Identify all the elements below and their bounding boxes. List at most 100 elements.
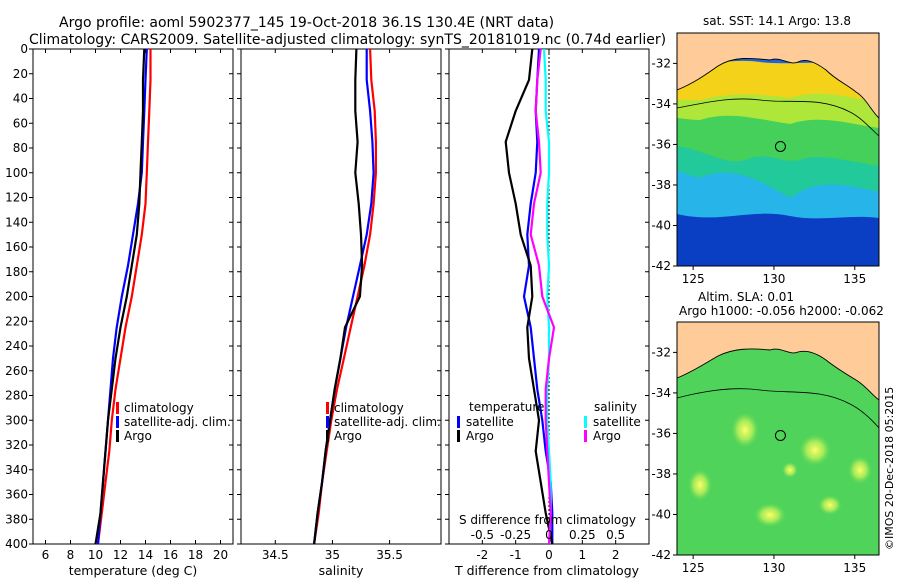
legend-s-argo-swatch — [584, 430, 587, 442]
sla-map-image — [677, 322, 879, 555]
legend-t-argo-label: Argo — [466, 429, 494, 443]
x-tick-label: 6 — [42, 548, 50, 562]
map-x-tick-label: 135 — [843, 561, 866, 575]
salinity-x-ticks: 34.5 35 35.5 — [262, 49, 403, 562]
temperature-x-ticks: 6 8 10 12 14 16 18 20 — [42, 49, 228, 562]
s-difference-ticks: -0.5 -0.25 0 0.25 0.5 — [471, 528, 626, 542]
sst-map-ticks: 125 130 135 -32 -34 -36 -38 -40 -42 — [651, 56, 866, 286]
sla-argo-location-marker — [774, 429, 786, 441]
legend-s-satellite-label: satellite — [593, 415, 641, 429]
s-difference-tick-label: -0.25 — [500, 528, 531, 542]
y-tick-label: 220 — [5, 314, 28, 328]
legend-t-argo-swatch — [457, 430, 460, 442]
salinity-axes-frame — [240, 48, 442, 545]
imos-credit: ©IMOS 20-Dec-2018 05:2015 — [883, 387, 896, 550]
y-tick-label: 340 — [5, 463, 28, 477]
difference-series-salinity-satellite — [542, 49, 552, 544]
sla-map-frame — [676, 321, 880, 556]
legend-satellite-swatch — [116, 416, 119, 428]
temperature-series-climatology — [96, 49, 152, 544]
sst-map-frame — [676, 32, 880, 267]
difference-lines — [504, 49, 556, 544]
temperature-axes-frame — [32, 48, 234, 545]
x-tick-label: -2 — [476, 548, 488, 562]
legend-t-satellite-label: satellite — [466, 415, 514, 429]
map-x-tick-label: 130 — [763, 561, 786, 575]
map-y-tick-label: -42 — [651, 548, 671, 562]
difference-series-temperature-argo — [504, 49, 554, 544]
title-line-1: Argo profile: aoml 5902377_145 19-Oct-20… — [59, 15, 554, 31]
y-tick-label: 60 — [13, 116, 28, 130]
x-tick-label: 10 — [88, 548, 103, 562]
map-y-tick-label: -36 — [651, 426, 671, 440]
y-tick-label: 20 — [13, 67, 28, 81]
s-difference-title: S difference from climatology — [459, 513, 636, 527]
map-x-tick-label: 125 — [682, 272, 705, 286]
legend-salinity-title: salinity — [594, 400, 637, 414]
map-x-tick-label: 125 — [682, 561, 705, 575]
legend-s-argo-label: Argo — [593, 429, 621, 443]
y-tick-label: 120 — [5, 191, 28, 205]
temperature-xlabel: temperature (deg C) — [69, 563, 198, 578]
s-difference-tick-label: 0.5 — [606, 528, 625, 542]
legend-t-satellite-swatch — [457, 416, 460, 428]
s-difference-tick-label: 0.25 — [569, 528, 596, 542]
y-tick-label: 200 — [5, 290, 28, 304]
legend-satellite-swatch — [326, 416, 329, 428]
salinity-series-argo — [313, 49, 364, 544]
y-tick-label: 300 — [5, 413, 28, 427]
y-tick-label: 280 — [5, 389, 28, 403]
x-tick-label: 34.5 — [262, 548, 289, 562]
legend-climatology-swatch — [116, 402, 119, 414]
difference-xlabel: T difference from climatology — [454, 563, 640, 578]
sst-map-image — [677, 33, 879, 266]
map-y-tick-label: -32 — [651, 56, 671, 70]
map-x-tick-label: 130 — [763, 272, 786, 286]
salinity-legend: climatology satellite-adj. clim. Argo — [326, 401, 441, 443]
legend-argo-label: Argo — [334, 429, 362, 443]
s-difference-tick-label: -0.5 — [471, 528, 494, 542]
sla-map-title-1: Altim. SLA: 0.01 — [698, 290, 794, 304]
map-y-tick-label: -40 — [651, 507, 671, 521]
temperature-y-ticks: 0 20 40 60 80 100 120 140 160 180 200 220 240 260 280 3… — [5, 42, 233, 551]
legend-climatology-label: climatology — [124, 401, 194, 415]
difference-panel: -2 -1 0 1 2 temperature satellite Argo salin… — [445, 48, 650, 578]
y-tick-label: 80 — [13, 141, 28, 155]
map-y-tick-label: -38 — [651, 178, 671, 192]
y-tick-label: 240 — [5, 339, 28, 353]
difference-series-salinity-argo — [529, 49, 556, 544]
sst-map-panel: sat. SST: 14.1 Argo: 13.8 125 130 135 -32 -3… — [651, 14, 880, 286]
legend-satellite-label: satellite-adj. clim. — [334, 415, 441, 429]
x-tick-label: 2 — [612, 548, 620, 562]
x-tick-label: 35.5 — [376, 548, 403, 562]
title-line-2: Climatology: CARS2009. Satellite-adjuste… — [29, 32, 666, 48]
temperature-panel: 0 20 40 60 80 100 120 140 160 180 200 220 240 260 280 3… — [5, 42, 234, 578]
sst-map-title: sat. SST: 14.1 Argo: 13.8 — [703, 14, 851, 28]
map-y-tick-label: -40 — [651, 218, 671, 232]
temperature-series-argo — [94, 49, 146, 544]
y-tick-label: 0 — [20, 42, 28, 56]
map-x-tick-label: 135 — [843, 272, 866, 286]
y-tick-label: 320 — [5, 438, 28, 452]
y-tick-label: 160 — [5, 240, 28, 254]
map-y-tick-label: -36 — [651, 137, 671, 151]
salinity-y-ticks — [237, 48, 441, 545]
legend-satellite-label: satellite-adj. clim. — [124, 415, 231, 429]
y-tick-label: 360 — [5, 488, 28, 502]
x-tick-label: 0 — [545, 548, 553, 562]
salinity-lines — [313, 49, 377, 544]
x-tick-label: 14 — [138, 548, 153, 562]
difference-y-ticks — [445, 48, 649, 545]
x-tick-label: -1 — [510, 548, 522, 562]
x-tick-label: 1 — [579, 548, 587, 562]
map-y-tick-label: -38 — [651, 467, 671, 481]
y-tick-label: 140 — [5, 215, 28, 229]
legend-argo-swatch — [116, 430, 119, 442]
legend-climatology-swatch — [326, 402, 329, 414]
sst-argo-location-marker — [774, 140, 786, 152]
sla-map-ticks: 125 130 135 -32 -34 -36 -38 -40 -42 — [651, 345, 866, 575]
s-difference-tick-label: 0 — [545, 528, 553, 542]
legend-s-satellite-swatch — [584, 416, 587, 428]
x-tick-label: 12 — [113, 548, 128, 562]
temperature-lines — [94, 49, 152, 544]
